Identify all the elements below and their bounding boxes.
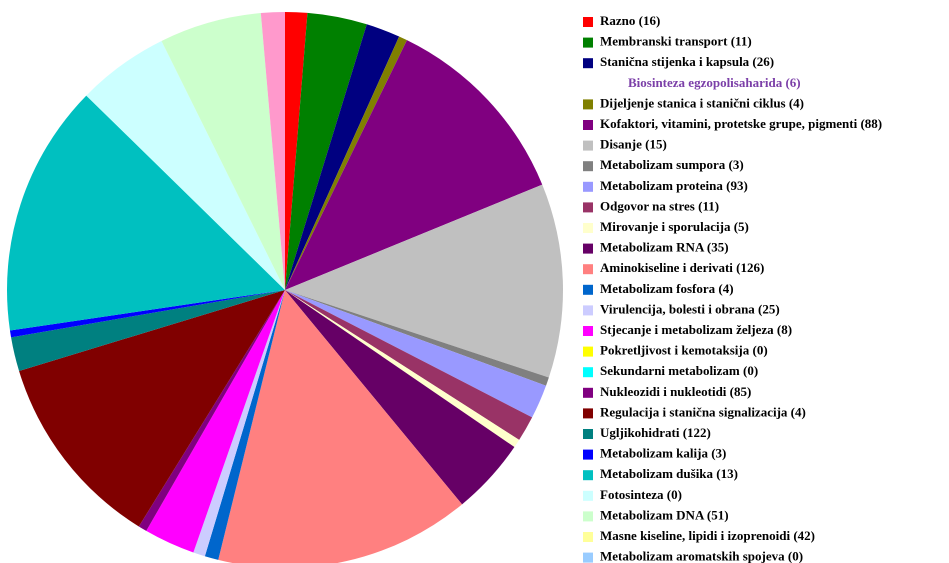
legend-swatch [583, 490, 593, 501]
legend-label: Metabolizam fosfora (4) [600, 281, 734, 296]
legend-swatch [583, 284, 593, 295]
legend-swatch [583, 346, 593, 357]
legend-swatch [583, 58, 593, 69]
pie-slice [86, 40, 285, 290]
legend-label: Biosinteza egzopolisaharida (6) [628, 75, 801, 90]
pie-slice [9, 290, 285, 338]
legend-label: Regulacija i stanična signalizacija (4) [600, 404, 806, 419]
legend-label: Membranski transport (11) [600, 34, 752, 49]
pie-slice [285, 12, 367, 290]
legend-label: Metabolizam sumpora (3) [600, 157, 744, 172]
legend-label: Metabolizam aromatskih spojeva (0) [600, 549, 803, 563]
legend-swatch [583, 367, 593, 378]
legend-label: Odgovor na stres (11) [600, 198, 719, 213]
pie-slice [193, 290, 285, 557]
legend-label: Stanična stijenka i kapsula (26) [600, 54, 774, 69]
legend-label: Metabolizam kalija (3) [600, 446, 726, 461]
legend-label: Mirovanje i sporulacija (5) [600, 219, 749, 234]
legend-swatch [583, 305, 593, 316]
legend-swatch [583, 140, 593, 151]
legend-label: Sekundarni metabolizam (0) [600, 363, 758, 378]
pie-slice [260, 12, 285, 290]
legend-swatch [583, 470, 593, 481]
legend-swatch [583, 17, 593, 27]
pie-slice [285, 184, 563, 378]
pie-slice [11, 290, 286, 371]
pie-slice [285, 290, 547, 418]
pie-slice [285, 36, 407, 290]
legend-label: Nukleozidi i nukleotidi (85) [600, 384, 751, 399]
pie-slice [146, 290, 285, 553]
legend-swatch [583, 120, 593, 130]
legend-swatch [583, 326, 593, 336]
legend-label: Virulencija, bolesti i obrana (25) [600, 301, 780, 316]
legend-swatch [583, 223, 593, 233]
legend-label: Kofaktori, vitamini, protetske grupe, pi… [600, 116, 882, 131]
legend-label: Pokretljivost i kemotaksija (0) [600, 343, 768, 358]
legend-swatch [583, 202, 593, 213]
legend-swatch [583, 37, 593, 48]
legend-label: Razno (16) [600, 13, 660, 28]
legend-label: Fotosinteza (0) [600, 487, 682, 502]
pie-slice [285, 24, 400, 291]
legend-label: Ugljikohidrati (122) [600, 425, 711, 440]
legend-swatch [583, 408, 593, 419]
legend-label: Dijeljenje stanica i stanični ciklus (4) [600, 95, 804, 110]
legend-label: Metabolizam proteina (93) [600, 178, 748, 193]
legend-swatch [583, 552, 593, 563]
pie-slice [204, 290, 285, 560]
pie-slice [285, 290, 533, 440]
legend-label: Stjecanje i metabolizam željeza (8) [600, 322, 792, 337]
pie-slice [19, 290, 285, 527]
pie-slice [285, 40, 543, 291]
legend-label: Aminokiseline i derivati (126) [600, 260, 764, 275]
pie-slice [138, 290, 285, 531]
legend-swatch [583, 387, 593, 398]
legend-label: Metabolizam DNA (51) [600, 507, 729, 522]
pie-slice [285, 290, 520, 448]
legend-label: Metabolizam dušika (13) [600, 466, 738, 481]
pie-slice [285, 290, 515, 505]
legend-swatch [583, 449, 593, 460]
legend-swatch [583, 243, 593, 254]
legend-swatch [583, 429, 593, 439]
legend-label: Metabolizam RNA (35) [600, 240, 729, 255]
pie-slice [218, 290, 463, 563]
pie-slice [285, 12, 308, 290]
legend-swatch [583, 161, 593, 172]
legend-swatch [583, 99, 593, 110]
pie-slice [7, 95, 286, 331]
pie-slice [161, 13, 285, 291]
legend-label: Disanje (15) [600, 137, 667, 152]
legend-swatch [583, 511, 593, 522]
pie-slice [285, 290, 549, 386]
legend-swatch [583, 264, 593, 275]
legend-swatch [583, 181, 593, 192]
legend-label: Masne kiseline, lipidi i izoprenoidi (42… [600, 528, 815, 543]
legend-swatch [583, 532, 593, 542]
